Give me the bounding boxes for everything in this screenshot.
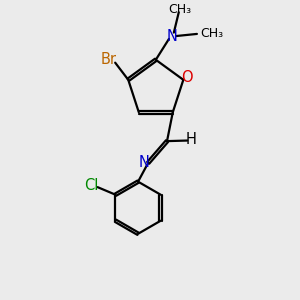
Text: CH₃: CH₃ — [169, 3, 192, 16]
Text: CH₃: CH₃ — [200, 27, 224, 40]
Text: O: O — [181, 70, 193, 85]
Text: Cl: Cl — [84, 178, 98, 193]
Text: H: H — [186, 133, 196, 148]
Text: N: N — [139, 155, 150, 170]
Text: Br: Br — [101, 52, 117, 67]
Text: N: N — [167, 28, 178, 44]
